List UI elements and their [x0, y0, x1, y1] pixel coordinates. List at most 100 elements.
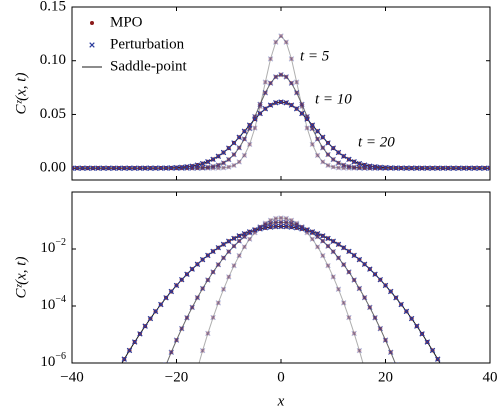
perturbation-point — [293, 90, 300, 96]
perturbation-point — [246, 141, 253, 148]
perturbation-point — [382, 337, 389, 343]
perturbation-point — [79, 165, 86, 171]
perturbation-point — [173, 337, 180, 343]
x-tick-label: −20 — [165, 369, 188, 385]
perturbation-point — [90, 165, 96, 171]
perturbation-point — [252, 116, 258, 122]
perturbation-point — [377, 325, 383, 332]
perturbation-point — [309, 122, 316, 128]
perturbation-point — [199, 165, 206, 171]
perturbation-point — [340, 162, 347, 168]
perturbation-point — [351, 252, 357, 259]
perturbation-point — [346, 156, 352, 163]
perturbation-point — [367, 163, 373, 169]
perturbation-point — [179, 276, 185, 283]
x-tick-label: 20 — [378, 369, 393, 385]
perturbation-point — [152, 308, 159, 315]
perturbation-point — [236, 252, 242, 259]
perturbation-point — [226, 164, 232, 170]
perturbation-point — [461, 165, 467, 171]
perturbation-point — [330, 248, 336, 255]
perturbation-point — [361, 162, 368, 168]
mpo-point — [242, 153, 247, 158]
mpo-point — [289, 218, 294, 223]
y-axis-label: Cᶻ(x, t) — [13, 73, 29, 115]
perturbation-point — [335, 241, 342, 248]
perturbation-point — [314, 152, 321, 159]
perturbation-point — [205, 164, 211, 171]
perturbation-point — [262, 225, 269, 231]
perturbation-point — [210, 248, 216, 255]
perturbation-point — [163, 295, 169, 301]
perturbation-point — [189, 163, 195, 169]
perturbation-point — [220, 149, 227, 156]
legend-symbol — [90, 21, 94, 25]
mpo-point — [247, 237, 252, 242]
perturbation-point — [320, 134, 326, 140]
perturbation-point — [194, 261, 201, 267]
mpo-point — [368, 386, 372, 390]
perturbation-point — [257, 110, 263, 117]
perturbation-point — [356, 165, 363, 171]
legend-label: Saddle-point — [110, 58, 187, 74]
perturbation-point — [184, 164, 190, 170]
perturbation-point — [205, 159, 211, 165]
perturbation-point — [152, 165, 159, 171]
perturbation-point — [361, 261, 368, 267]
mpo-point — [305, 125, 310, 130]
perturbation-point — [273, 223, 279, 230]
mpo-point — [331, 165, 336, 170]
y-tick-label: 10−6 — [40, 351, 66, 370]
perturbation-point — [142, 165, 148, 171]
perturbation-point — [95, 165, 101, 171]
perturbation-point — [462, 405, 467, 410]
perturbation-point — [372, 164, 378, 170]
plot-area — [72, 33, 490, 171]
perturbation-point — [335, 149, 342, 156]
perturbation-point — [408, 165, 415, 171]
perturbation-point — [346, 163, 352, 170]
perturbation-point — [158, 301, 164, 308]
perturbation-point — [190, 386, 195, 391]
perturbation-point — [373, 407, 378, 412]
perturbation-point — [325, 262, 331, 269]
mpo-point — [320, 253, 325, 258]
perturbation-point — [210, 163, 216, 170]
perturbation-point — [309, 229, 316, 235]
perturbation-point — [210, 156, 216, 163]
perturbation-point — [121, 356, 127, 362]
mpo-point — [216, 300, 221, 305]
perturbation-point — [403, 308, 410, 315]
perturbation-point — [372, 271, 378, 277]
perturbation-point — [388, 165, 394, 171]
mpo-point — [336, 165, 341, 170]
legend-symbol — [89, 42, 95, 48]
perturbation-point — [299, 110, 305, 117]
mpo-point — [315, 244, 320, 249]
perturbation-point — [117, 366, 122, 371]
saddle-point-line — [72, 101, 490, 169]
mpo-point — [457, 395, 461, 399]
y-tick-label: 10−4 — [40, 294, 66, 313]
perturbation-point — [388, 288, 394, 295]
perturbation-point — [112, 375, 117, 380]
perturbation-point — [226, 274, 232, 280]
perturbation-point — [435, 165, 441, 171]
perturbation-point — [84, 165, 91, 171]
mpo-point — [326, 263, 331, 268]
perturbation-point — [246, 236, 253, 242]
perturbation-point — [267, 224, 274, 230]
mpo-point — [441, 366, 445, 370]
perturbation-point — [398, 165, 404, 171]
perturbation-point — [205, 277, 211, 283]
perturbation-point — [325, 162, 331, 169]
mpo-point — [399, 376, 403, 380]
perturbation-point — [215, 300, 222, 306]
perturbation-point — [241, 230, 248, 237]
perturbation-point — [220, 255, 227, 261]
perturbation-point — [72, 165, 75, 171]
perturbation-point — [424, 339, 431, 345]
perturbation-point — [367, 304, 373, 311]
mpo-point — [446, 375, 450, 379]
perturbation-point — [278, 71, 284, 78]
